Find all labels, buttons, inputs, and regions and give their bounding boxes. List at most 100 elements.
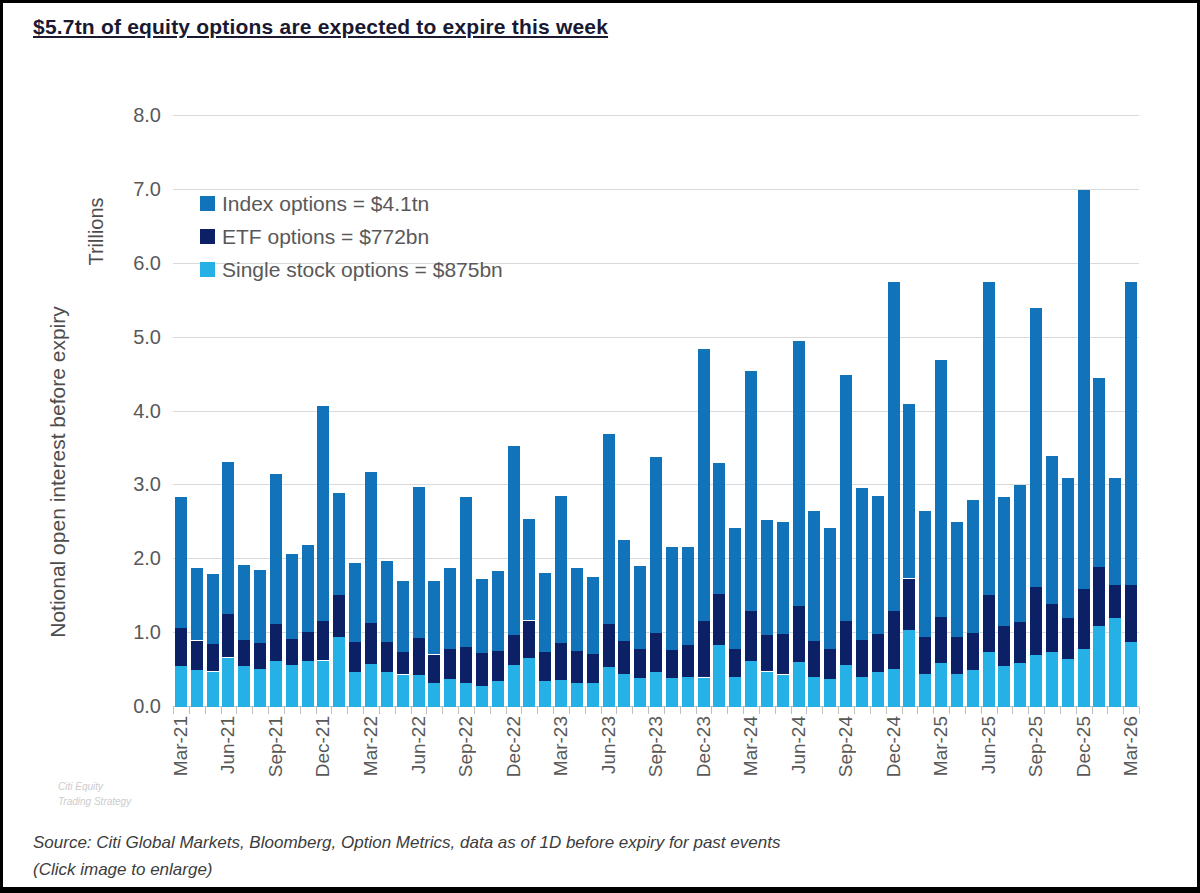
bar-segment-single_stock [302,661,314,707]
bar-segment-index [587,577,599,654]
bar-segment-etf [951,637,963,674]
etf-options-swatch-icon [200,229,215,244]
bar-segment-single_stock [207,672,219,708]
x-tick-label: Dec-21 [312,716,334,777]
legend-item-index-options: Index options = $4.1tn [200,189,503,218]
x-axis-tick [981,707,982,714]
chart-image[interactable]: Notional open interest before expiry Tri… [3,63,1200,823]
bar-segment-index [302,545,314,632]
x-axis-tick [965,707,966,714]
x-tick-label: Dec-23 [693,716,715,777]
bar-segment-single_stock [587,683,599,707]
x-axis-tick [1092,707,1093,714]
y-tick-label: 7.0 [109,178,161,200]
x-axis-tick [316,707,317,714]
bar-segment-etf [1014,622,1026,663]
bar-segment-single_stock [476,686,488,707]
y-tick-label: 5.0 [109,326,161,348]
bar-segment-single_stock [808,677,820,707]
x-axis-tick [189,707,190,714]
x-axis-tick [1044,707,1045,714]
bar-segment-index [951,522,963,637]
x-axis-tick [933,707,934,714]
bar-segment-etf [729,649,741,677]
bar-segment-index [998,497,1010,626]
bar-segment-single_stock [270,661,282,707]
x-axis-tick [553,707,554,714]
bar-segment-single_stock [175,666,187,707]
x-tick-label: Jun-21 [217,716,239,774]
bar-segment-etf [666,650,678,678]
bar-segment-etf [1125,585,1137,642]
bar-segment-single_stock [824,679,836,707]
x-axis-tick [426,707,427,714]
bar-segment-index [317,406,329,621]
watermark: Citi Equity Trading Strategy [58,779,131,809]
bar-segment-etf [587,654,599,684]
bar-segment-etf [333,595,345,636]
x-axis-tick [1028,707,1029,714]
bar-segment-index [444,568,456,649]
x-axis-tick [680,707,681,714]
bar-segment-etf [207,644,219,671]
bar-segment-single_stock [967,670,979,707]
x-tick-label: Mar-21 [170,716,192,776]
x-axis-tick [743,707,744,714]
x-axis-tick [474,707,475,714]
bar-segment-index [808,511,820,641]
bar-segment-single_stock [666,678,678,707]
bar-segment-single_stock [682,677,694,707]
bar-segment-index [365,472,377,623]
x-axis-tick [363,707,364,714]
bar-segment-etf [634,649,646,678]
x-axis-tick [1076,707,1077,714]
x-axis-tick [221,707,222,714]
y-tick-label: 8.0 [109,104,161,126]
bar-segment-etf [539,652,551,682]
bar-segment-index [903,404,915,578]
bar-segment-single_stock [729,677,741,707]
bar-segment-etf [238,640,250,667]
bar-segment-index [349,563,361,642]
bar-segment-single_stock [1062,659,1074,707]
source-note: Source: Citi Global Markets, Bloomberg, … [33,829,780,883]
y-tick-label: 1.0 [109,621,161,643]
bar-segment-etf [713,594,725,645]
x-axis-tick [886,707,887,714]
bar-segment-single_stock [983,652,995,707]
x-axis-tick [1107,707,1108,714]
bar-segment-index [650,457,662,633]
x-axis-tick [838,707,839,714]
bar-segment-index [634,566,646,650]
x-tick-label: Mar-24 [740,716,762,776]
bar-segment-etf [824,649,836,679]
bar-segment-index [254,570,266,642]
x-axis-tick [395,707,396,714]
watermark-line1: Citi Equity [58,779,131,794]
bar-segment-single_stock [603,667,615,707]
x-tick-label: Mar-23 [550,716,572,776]
plot-area: 0.01.02.03.04.05.06.07.08.0Mar-21Jun-21S… [3,63,1200,823]
legend-item-label: Single stock options = $875bn [222,258,503,282]
bar-segment-single_stock [1030,655,1042,707]
legend-item-label: ETF options = $772bn [222,225,429,249]
bar-segment-etf [698,621,710,677]
bar-segment-etf [998,626,1010,667]
bar-segment-index [571,568,583,651]
bar-segment-single_stock [444,679,456,707]
bar-segment-etf [349,642,361,672]
bar-segment-index [1078,190,1090,589]
bar-segment-single_stock [1109,618,1121,707]
x-tick-label: Sep-25 [1025,716,1047,777]
bar-segment-etf [286,639,298,665]
x-axis-tick [791,707,792,714]
bar-segment-index [840,375,852,620]
x-axis-tick [601,707,602,714]
bar-segment-single_stock [254,669,266,707]
bar-segment-index [460,497,472,648]
bar-segment-index [935,360,947,617]
y-tick-label: 6.0 [109,252,161,274]
single-stock-options-swatch-icon [200,262,215,277]
bar-segment-single_stock [460,683,472,707]
bar-segment-index [175,497,187,629]
